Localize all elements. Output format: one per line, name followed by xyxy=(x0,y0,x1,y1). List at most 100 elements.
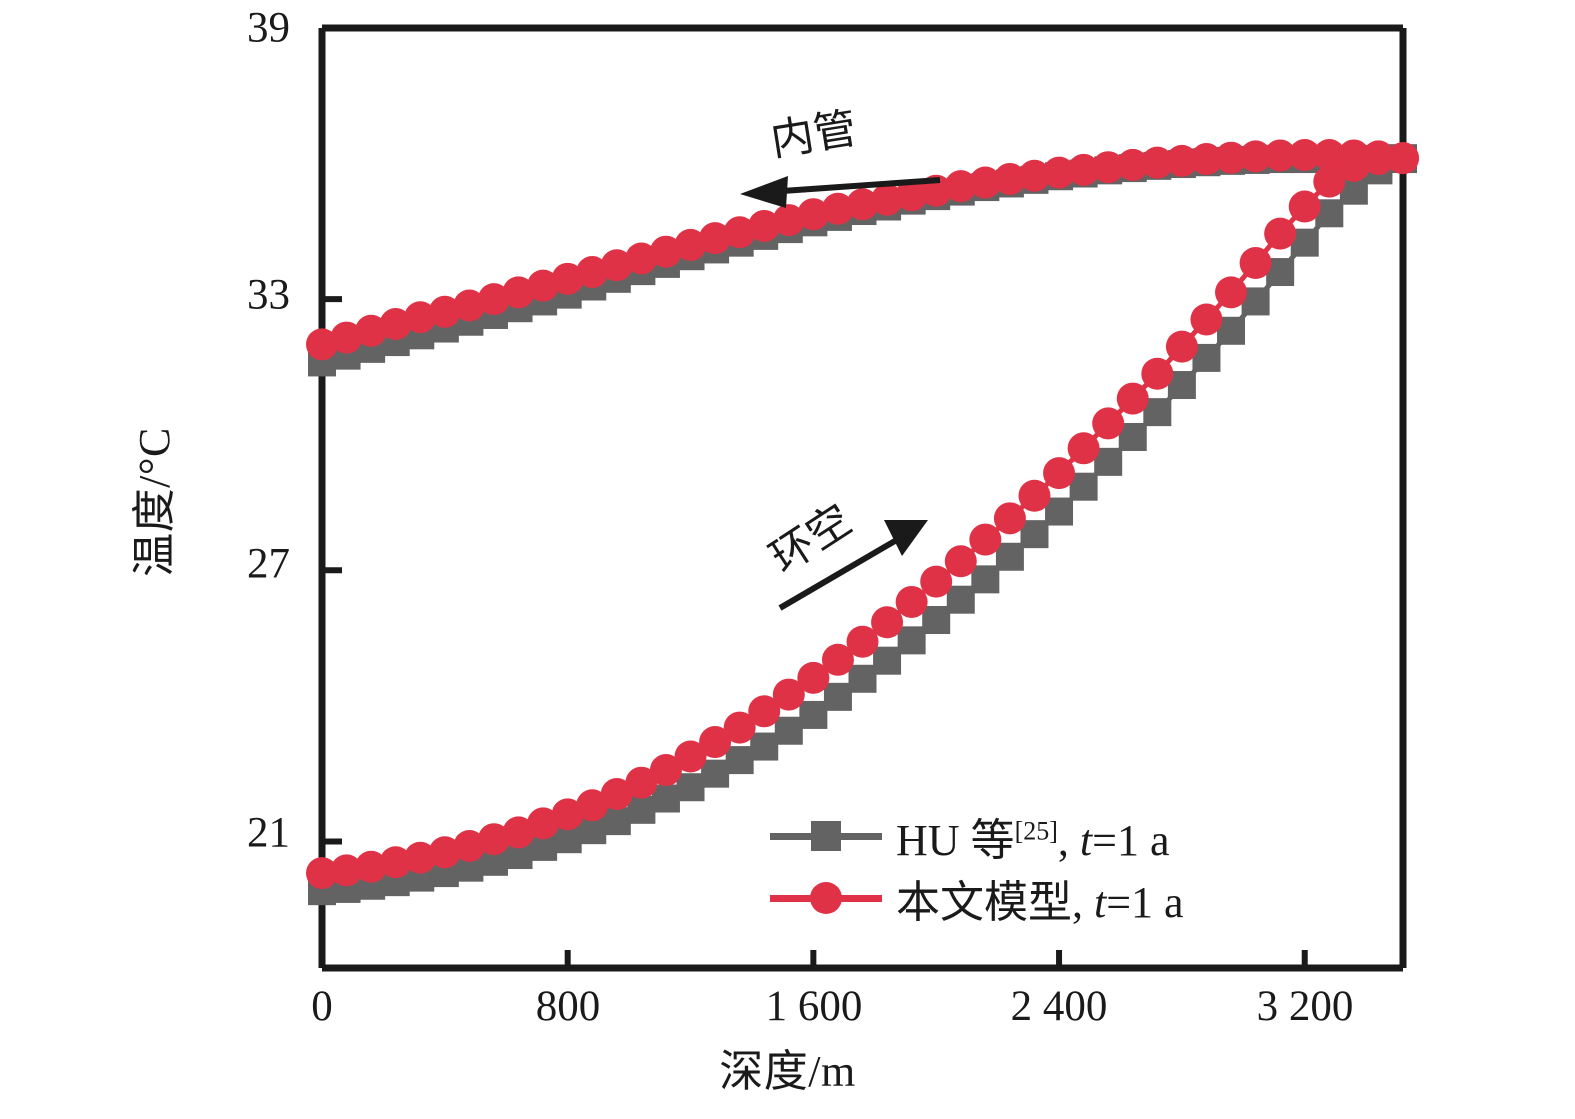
data-point xyxy=(797,198,830,231)
data-point xyxy=(649,235,682,268)
data-point xyxy=(1190,143,1223,176)
data-point xyxy=(306,328,338,361)
data-point xyxy=(1018,159,1051,192)
legend-label-hu-value: =1 a xyxy=(1092,816,1170,865)
data-point xyxy=(627,795,656,824)
data-point xyxy=(846,188,879,221)
data-point xyxy=(1018,479,1051,512)
data-point xyxy=(1239,247,1272,279)
data-point xyxy=(723,216,756,249)
data-point xyxy=(897,626,926,655)
data-point xyxy=(772,678,805,711)
data-point xyxy=(625,766,658,799)
legend-swatch-red-circle xyxy=(770,878,882,918)
legend-item-this-model[interactable]: 本文模型, t=1 a xyxy=(770,867,1390,929)
legend-swatch-gray-square xyxy=(770,816,882,856)
data-point xyxy=(823,682,852,711)
data-point xyxy=(1116,148,1149,181)
ytick-label-27: 27 xyxy=(247,540,290,588)
data-point xyxy=(995,542,1024,571)
data-point xyxy=(699,222,732,255)
data-point xyxy=(428,836,461,869)
data-point xyxy=(1141,146,1174,179)
data-point xyxy=(1264,139,1297,172)
data-point xyxy=(502,276,535,309)
data-point xyxy=(576,789,609,822)
data-point xyxy=(848,664,877,693)
data-point xyxy=(551,798,584,831)
data-point xyxy=(602,807,631,836)
data-point xyxy=(1313,165,1346,198)
data-point xyxy=(1264,217,1297,250)
data-point xyxy=(527,269,560,302)
data-point xyxy=(774,716,803,745)
data-point xyxy=(1020,520,1049,549)
data-point xyxy=(1190,303,1223,336)
data-point xyxy=(1067,153,1100,186)
xtick-label-2400: 2 400 xyxy=(1010,983,1108,1030)
data-point xyxy=(799,700,828,729)
legend-label-model-var: t xyxy=(1094,878,1107,927)
data-point xyxy=(1288,138,1321,171)
legend-item-hu[interactable]: HU 等[25], t=1 a xyxy=(770,805,1390,867)
data-point xyxy=(625,242,658,275)
data-point xyxy=(922,606,951,635)
series-annulus-square xyxy=(308,145,1417,906)
data-point xyxy=(651,784,680,813)
data-point xyxy=(871,606,904,639)
data-point xyxy=(895,585,928,618)
chart-legend: HU 等[25], t=1 a 本文模型, t=1 a xyxy=(770,805,1390,929)
data-point xyxy=(674,228,707,261)
data-point xyxy=(993,502,1026,535)
data-point xyxy=(453,829,486,862)
series-annulus-circle xyxy=(306,142,1419,890)
ytick-label-39: 39 xyxy=(247,4,290,52)
data-point xyxy=(772,204,805,237)
data-point xyxy=(453,289,486,322)
data-point xyxy=(1092,151,1125,184)
data-point xyxy=(969,523,1002,556)
annotation-inner-pipe: 内管 xyxy=(767,105,860,166)
data-point xyxy=(797,661,830,694)
data-point xyxy=(895,179,928,212)
y-axis-title: 温度/°C xyxy=(130,427,179,577)
data-point xyxy=(993,162,1026,195)
xtick-label-800: 800 xyxy=(535,983,601,1030)
xtick-label-1600: 1 600 xyxy=(765,983,863,1030)
data-point xyxy=(428,295,461,328)
series-inner-pipe-circle xyxy=(306,138,1419,361)
legend-label-hu-ref: [25] xyxy=(1014,816,1058,846)
data-point xyxy=(1313,138,1346,171)
data-point xyxy=(1387,142,1419,175)
data-point xyxy=(355,314,388,347)
data-point xyxy=(699,726,732,759)
data-point xyxy=(674,740,707,773)
inner-pipe-arrow xyxy=(740,176,941,208)
data-point xyxy=(1215,141,1248,174)
data-point xyxy=(330,854,363,887)
ytick-label-21: 21 xyxy=(247,809,290,857)
data-point xyxy=(600,249,633,282)
data-point xyxy=(379,846,412,879)
data-point xyxy=(723,711,756,744)
axis-frame xyxy=(318,24,1407,972)
data-point xyxy=(821,192,854,225)
data-point xyxy=(1045,497,1074,526)
data-point xyxy=(725,746,754,775)
data-point xyxy=(1043,156,1076,189)
data-point xyxy=(821,643,854,676)
data-point xyxy=(1067,432,1100,465)
data-point xyxy=(750,732,779,761)
data-point xyxy=(477,283,510,316)
data-point xyxy=(600,778,633,811)
data-point xyxy=(330,321,363,354)
legend-label-model-value: =1 a xyxy=(1106,878,1184,927)
data-point xyxy=(846,625,879,658)
data-point xyxy=(1288,190,1321,223)
xtick-label-0: 0 xyxy=(311,983,333,1030)
data-point xyxy=(1043,457,1076,490)
data-point xyxy=(920,565,953,598)
data-point xyxy=(1116,382,1149,415)
